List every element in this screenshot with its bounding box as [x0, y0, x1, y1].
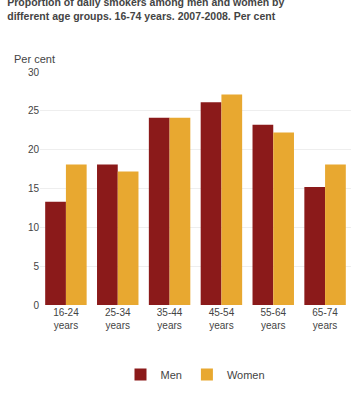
svg-text:0: 0: [33, 300, 39, 311]
svg-text:25: 25: [28, 105, 40, 116]
svg-text:65-74years: 65-74years: [312, 307, 338, 331]
svg-text:45-54years: 45-54years: [209, 307, 235, 331]
svg-text:30: 30: [28, 67, 40, 78]
svg-text:16-24years: 16-24years: [53, 307, 79, 331]
svg-text:35-44years: 35-44years: [157, 307, 183, 331]
svg-text:5: 5: [33, 261, 39, 272]
svg-text:Women: Women: [227, 369, 265, 381]
svg-text:25-34years: 25-34years: [105, 307, 131, 331]
svg-text:15: 15: [28, 183, 40, 194]
svg-text:Per cent: Per cent: [14, 53, 55, 65]
svg-text:Men: Men: [161, 369, 182, 381]
svg-text:Proportion of daily smokers am: Proportion of daily smokers among men an…: [7, 0, 284, 22]
svg-text:55-64years: 55-64years: [260, 307, 286, 331]
svg-text:20: 20: [28, 144, 40, 155]
svg-text:10: 10: [28, 222, 40, 233]
